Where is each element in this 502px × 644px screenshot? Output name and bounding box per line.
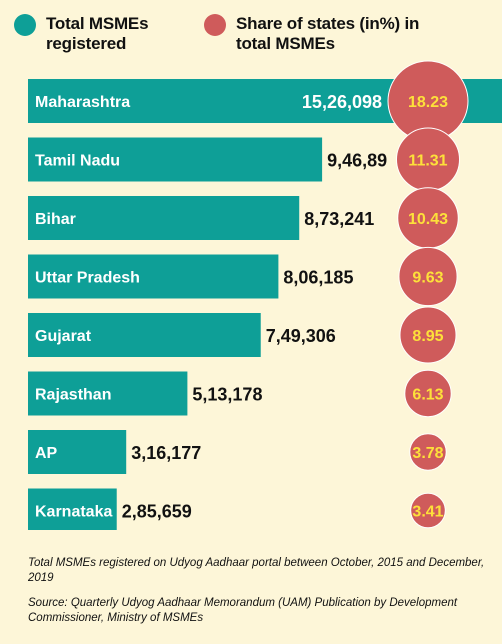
- bar-5: [28, 371, 188, 416]
- bar-value-label: 7,49,306: [266, 326, 336, 346]
- share-circle-6: [409, 433, 447, 471]
- share-circle-3: [398, 246, 458, 307]
- share-circle-5: [404, 369, 452, 418]
- bar-category-label: Maharashtra: [35, 94, 130, 111]
- bar-value-label: 8,06,185: [283, 268, 353, 288]
- legend-label-total: Total MSMEs registered: [46, 14, 149, 54]
- legend-swatch-share: [204, 14, 226, 36]
- footnote-source: Source: Quarterly Udyog Aadhaar Memorand…: [28, 597, 458, 624]
- share-circle-7: [410, 492, 446, 529]
- bar-value-label: 3,16,177: [131, 443, 201, 463]
- share-label: 3.78: [412, 445, 443, 462]
- share-label: 9.63: [412, 270, 443, 287]
- bar-3: [28, 254, 279, 299]
- share-label: 18.23: [408, 94, 448, 111]
- share-label: 10.43: [408, 211, 448, 228]
- share-label: 11.31: [408, 153, 447, 170]
- share-label: 6.13: [412, 387, 443, 404]
- bar-value-label: 2,85,659: [122, 502, 192, 522]
- bar-category-label: Rajasthan: [35, 387, 111, 404]
- bar-6: [28, 430, 127, 474]
- bar-category-label: Karnataka: [35, 504, 112, 521]
- legend-total-line2: registered: [46, 34, 127, 53]
- legend-total-line1: Total MSMEs: [46, 14, 149, 33]
- legend-swatch-total: [14, 14, 36, 36]
- bar-category-label: AP: [35, 445, 58, 462]
- share-label: 3.41: [412, 504, 443, 521]
- bar-1: [28, 137, 323, 182]
- bar-category-label: Bihar: [35, 211, 76, 228]
- bar-4: [28, 313, 261, 357]
- legend-item-total: Total MSMEs registered: [14, 14, 149, 54]
- footnote-note: Total MSMEs registered on Udyog Aadhaar …: [28, 557, 485, 584]
- bar-value-label: 5,13,178: [192, 385, 262, 405]
- bar-category-label: Gujarat: [35, 328, 92, 345]
- bar-2: [28, 196, 300, 240]
- bar-category-label: Uttar Pradesh: [35, 270, 140, 287]
- msme-chart: Maharashtra 15,26,098 Tamil Nadu 9,46,89 Bih…: [28, 60, 502, 530]
- bar-7: [28, 488, 117, 530]
- bar-value-label: 8,73,241: [304, 209, 374, 229]
- legend-label-share: Share of states (in%) in total MSMEs: [236, 14, 419, 54]
- bar-category-label: Tamil Nadu: [35, 153, 120, 170]
- legend-item-share: Share of states (in%) in total MSMEs: [204, 14, 419, 54]
- legend: Total MSMEs registered Share of states (…: [12, 14, 502, 60]
- legend-share-line2: total MSMEs: [236, 34, 335, 53]
- share-circle-4: [399, 306, 457, 364]
- share-label: 8.95: [412, 328, 443, 345]
- legend-share-line1: Share of states (in%) in: [236, 14, 420, 33]
- bar-value-label: 15,26,098: [302, 92, 382, 112]
- bar-value-label: 9,46,89: [327, 151, 387, 171]
